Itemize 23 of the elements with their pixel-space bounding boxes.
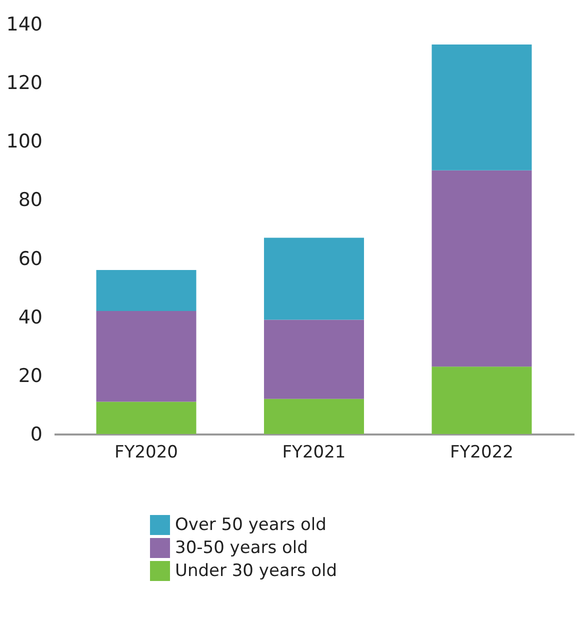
- y-tick-label: 40: [18, 306, 42, 328]
- bar: [432, 366, 532, 434]
- bar: [264, 238, 364, 320]
- bar: [96, 270, 196, 311]
- bar: [96, 311, 196, 402]
- legend-label: Over 50 years old: [175, 515, 326, 535]
- y-tick-label: 0: [30, 424, 42, 446]
- bar: [264, 320, 364, 399]
- legend-label: Under 30 years old: [175, 561, 337, 581]
- y-tick-label: 120: [6, 72, 42, 94]
- bar: [96, 402, 196, 434]
- x-tick-label: FY2020: [114, 442, 178, 462]
- y-tick-label: 100: [6, 130, 42, 153]
- y-tick-label: 80: [18, 189, 42, 212]
- bar: [432, 44, 532, 170]
- y-tick-label: 60: [18, 248, 42, 270]
- y-tick-label: 20: [18, 364, 42, 387]
- x-tick-label: FY2022: [450, 442, 514, 462]
- x-tick-label: FY2021: [282, 442, 346, 462]
- legend-label: 30-50 years old: [175, 538, 308, 558]
- bar: [264, 398, 364, 434]
- bar: [432, 170, 532, 367]
- y-tick-label: 140: [6, 14, 42, 36]
